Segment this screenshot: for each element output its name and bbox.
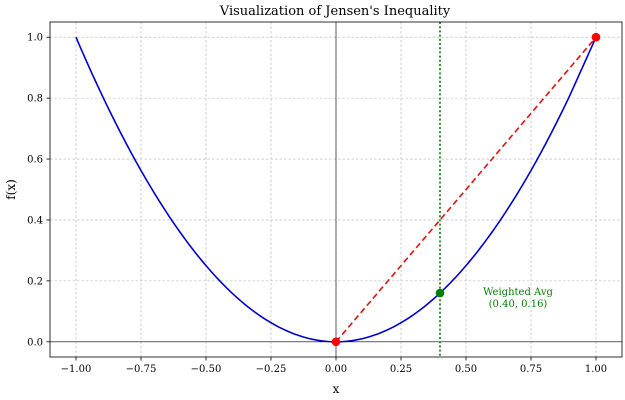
y-tick-label: 1.0 — [27, 33, 43, 44]
endpoint-marker — [331, 337, 341, 347]
y-tick-label: 0.4 — [27, 215, 43, 226]
x-tick-label: −1.00 — [61, 364, 92, 375]
x-tick-label: 0.75 — [520, 364, 542, 375]
x-axis-label: x — [333, 382, 340, 396]
x-tick-label: −0.50 — [191, 364, 222, 375]
y-axis-label: f(x) — [4, 179, 18, 200]
chord-line — [335, 36, 597, 343]
data-layer — [75, 22, 601, 357]
y-tick-label: 0.0 — [27, 337, 43, 348]
x-tick-label: 0.50 — [455, 364, 477, 375]
x-tick-label: −0.75 — [126, 364, 157, 375]
x-tick-label: −0.25 — [256, 364, 287, 375]
annotation-coords: (0.40, 0.16) — [489, 299, 548, 310]
endpoint-marker — [591, 32, 601, 42]
x-tick-label: 0.25 — [390, 364, 412, 375]
axis-ticks: −1.00 −0.75 −0.50 −0.25 0.00 0.25 0.50 0.75 1.00… — [27, 33, 607, 375]
y-tick-label: 0.2 — [27, 276, 43, 287]
weighted-point-marker — [435, 288, 445, 298]
y-tick-label: 0.8 — [27, 94, 43, 105]
x-tick-label: 1.00 — [585, 364, 607, 375]
annotation-label: Weighted Avg — [483, 287, 553, 298]
chart-title: Visualization of Jensen's Inequality — [219, 4, 451, 19]
x-tick-label: 0.00 — [325, 364, 347, 375]
y-tick-label: 0.6 — [27, 155, 43, 166]
